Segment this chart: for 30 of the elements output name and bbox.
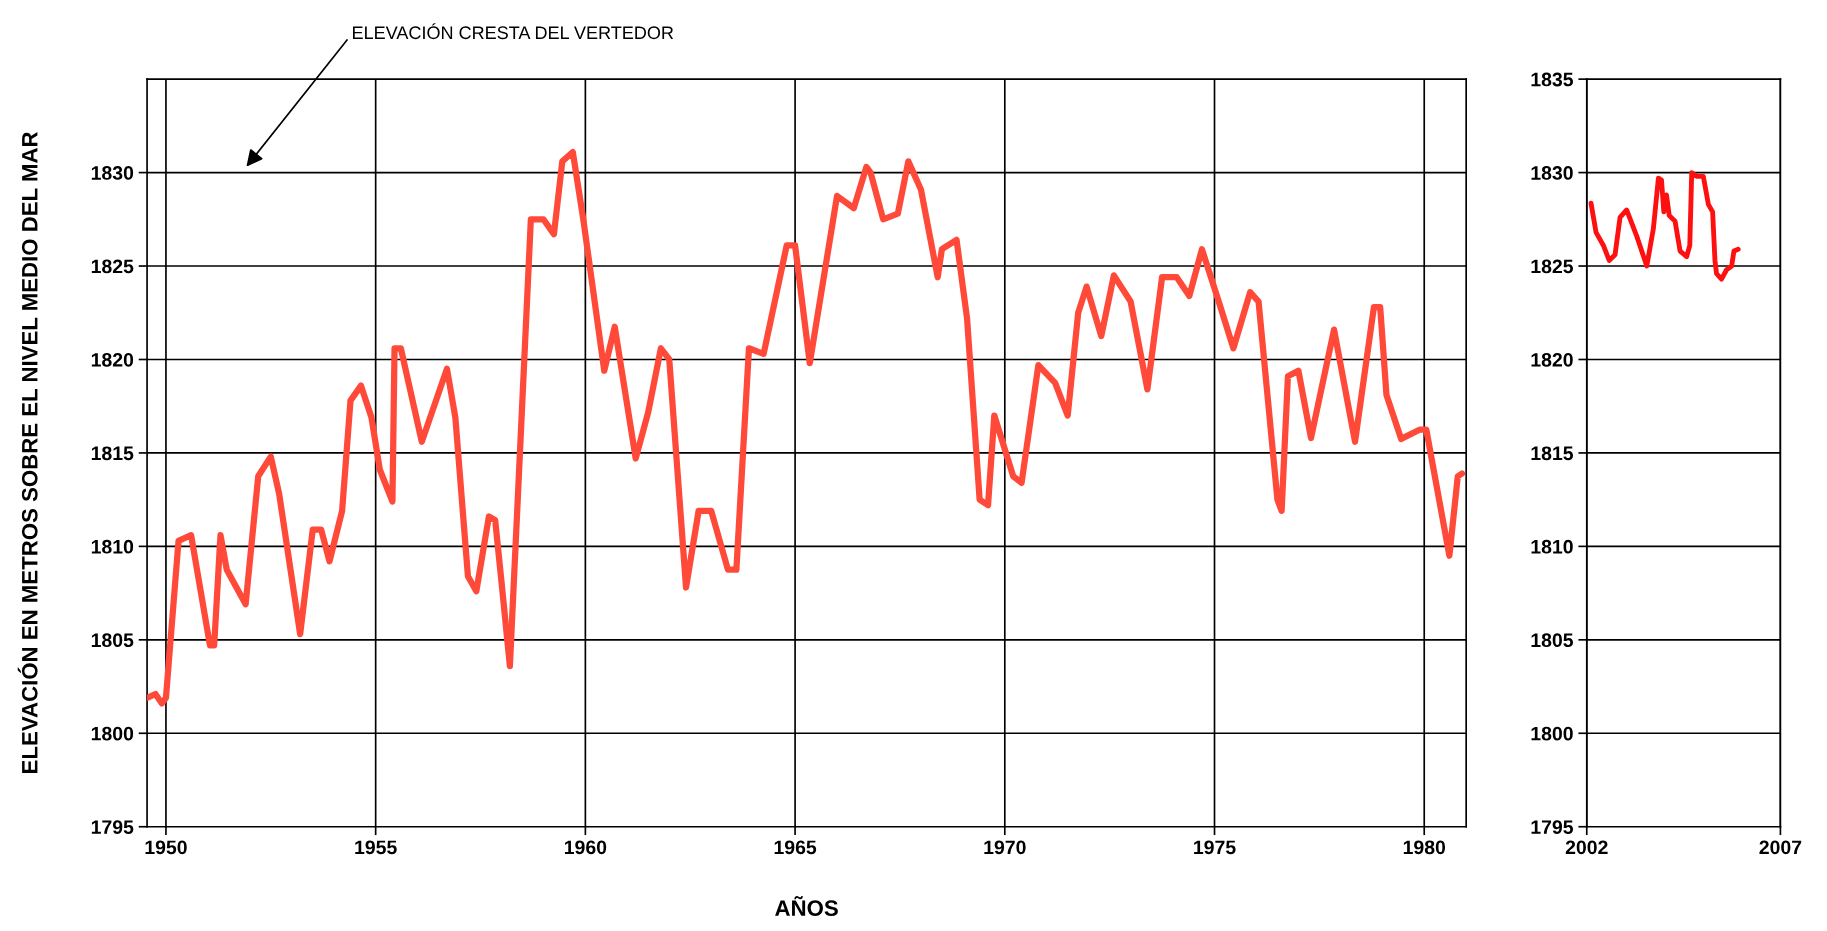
x-tick-label: 1975	[1194, 840, 1236, 855]
y-tick-label: 1830	[1531, 166, 1573, 180]
y-tick-label: 1810	[91, 539, 134, 554]
x-tick-label: 1960	[564, 840, 607, 855]
y-tick-label: 1830	[91, 166, 134, 180]
y-tick-label: 1795	[1531, 820, 1574, 834]
x-tick-label: 1970	[984, 840, 1026, 855]
x-tick-label: 2002	[1565, 840, 1608, 855]
text: ELEVACIÓN CRESTA DEL VERTEDOR	[353, 23, 674, 40]
y-tick-label: 1820	[91, 352, 134, 367]
x-tick-label: 1980	[1403, 840, 1446, 855]
x-tick-label: 2007	[1759, 840, 1802, 855]
y-tick-label: 1835	[1531, 72, 1574, 87]
x-axis-title: AÑOS	[775, 896, 838, 917]
y-tick-label: 1800	[1531, 726, 1573, 741]
line-series	[1588, 170, 1741, 282]
y-tick-label: 1825	[91, 259, 134, 274]
y-tick-label: 1815	[91, 446, 134, 461]
y-tick-label: 1800	[91, 726, 134, 741]
y-tick-label: 1825	[1531, 259, 1574, 274]
y-tick-label: 1795	[91, 820, 134, 834]
y-tick-label: 1805	[1531, 633, 1574, 648]
y-axis-title: ELEVACIÓN EN METROS SOBRE EL NIVEL MEDIO DEL MAR	[17, 131, 38, 773]
y-tick-label: 1820	[1531, 352, 1573, 367]
x-tick-label: 1965	[774, 840, 817, 855]
x-tick-label: 1955	[355, 840, 397, 855]
x-tick-label: 1950	[145, 840, 187, 855]
y-tick-label: 1815	[1531, 446, 1574, 461]
y-tick-label: 1810	[1531, 539, 1573, 554]
y-tick-label: 1805	[91, 633, 134, 648]
